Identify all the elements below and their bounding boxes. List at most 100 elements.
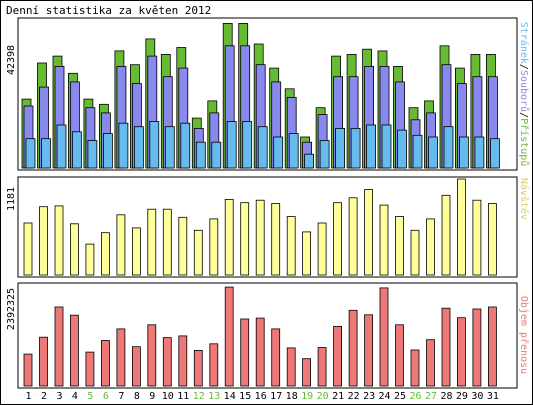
x-tick-label-1: 1 (25, 391, 31, 402)
bar-bottom-s0-day-15 (240, 318, 250, 387)
legend-label-pristupu: Přístupů (518, 118, 530, 166)
bar-bottom-s0-day-1 (23, 353, 33, 387)
bar-middle-s0-day-10 (162, 208, 172, 276)
bar-bottom-s0-day-19 (302, 358, 312, 387)
bar-bottom-s0-day-31 (487, 306, 497, 387)
bar-middle-s0-day-27 (426, 218, 435, 276)
x-tick-label-10: 10 (162, 391, 174, 402)
bar-middle-s0-day-17 (271, 203, 281, 276)
x-tick-label-31: 31 (487, 391, 499, 402)
bar-top-s2-day-24 (381, 124, 392, 169)
legend-label-objem: Objem přenosu (518, 296, 530, 374)
bar-middle-s0-day-18 (286, 216, 296, 276)
x-tick-label-2: 2 (41, 391, 47, 402)
x-tick-label-8: 8 (134, 391, 140, 402)
bar-bottom-s0-day-28 (441, 307, 451, 387)
x-tick-label-5: 5 (87, 391, 93, 402)
x-tick-label-25: 25 (394, 391, 406, 402)
bar-top-s2-day-11 (180, 122, 191, 169)
bar-top-s2-day-15 (242, 121, 253, 169)
x-tick-label-14: 14 (224, 391, 236, 402)
legend-label-stranek: Stránek (518, 22, 530, 64)
bar-middle-s0-day-19 (302, 231, 312, 276)
bar-middle-s0-day-16 (255, 199, 265, 276)
bar-top-s2-day-8 (133, 126, 144, 169)
bar-middle-s0-day-12 (193, 229, 203, 276)
bar-bottom-s0-day-25 (395, 324, 404, 387)
bar-bottom-s0-day-17 (271, 328, 281, 387)
bar-bottom-s0-day-23 (364, 314, 374, 387)
bar-bottom-s0-day-9 (147, 324, 157, 387)
bar-middle-s0-day-13 (209, 218, 219, 276)
bar-bottom-s0-day-7 (116, 328, 126, 387)
x-tick-label-15: 15 (239, 391, 251, 402)
bar-bottom-s0-day-16 (255, 317, 265, 387)
bar-top-s2-day-25 (397, 129, 407, 169)
x-tick-label-13: 13 (208, 391, 220, 402)
x-tick-label-26: 26 (409, 391, 421, 402)
legend-sep-1: / (518, 64, 529, 70)
bar-middle-s0-day-8 (131, 227, 141, 276)
x-tick-label-6: 6 (103, 391, 109, 402)
bar-top-s2-day-10 (164, 126, 175, 169)
bar-top-s2-day-13 (211, 141, 222, 169)
bar-top-s2-day-3 (56, 124, 67, 169)
x-tick-label-7: 7 (118, 391, 124, 402)
x-tick-label-28: 28 (440, 391, 452, 402)
legend-sep-2: / (518, 112, 529, 118)
bar-top-s2-day-6 (103, 133, 113, 169)
bar-bottom-s0-day-4 (70, 314, 79, 387)
x-tick-label-24: 24 (378, 391, 390, 402)
bar-top-s2-day-23 (366, 124, 377, 169)
bar-middle-s0-day-20 (317, 222, 327, 276)
legend-label-navstev: Návštěv (518, 178, 530, 220)
bar-middle-s0-day-29 (456, 178, 466, 276)
x-tick-label-27: 27 (425, 391, 437, 402)
bar-bottom-s0-day-3 (54, 306, 64, 387)
bar-middle-s0-day-26 (410, 229, 420, 276)
bar-bottom-s0-day-30 (472, 308, 482, 387)
legend-label-souboru: Souborů (518, 70, 530, 112)
bar-top-s2-day-31 (489, 138, 500, 169)
bar-top-s2-day-7 (118, 122, 129, 169)
x-tick-label-22: 22 (348, 391, 360, 402)
bar-middle-s0-day-11 (178, 216, 188, 276)
bar-middle-s0-day-23 (364, 189, 374, 276)
bar-top-s2-day-21 (335, 127, 346, 169)
ymax-label-top: 42398 (6, 45, 17, 75)
x-tick-label-20: 20 (317, 391, 329, 402)
bar-middle-s0-day-24 (379, 204, 389, 276)
bar-bottom-s0-day-27 (426, 339, 435, 387)
bar-bottom-s0-day-2 (39, 336, 48, 387)
ymax-label-bottom: 2392325 (6, 288, 17, 330)
x-tick-label-17: 17 (270, 391, 282, 402)
bar-middle-s0-day-7 (116, 214, 126, 276)
bar-middle-s0-day-5 (85, 243, 95, 276)
bar-bottom-s0-day-26 (410, 349, 420, 387)
bar-middle-s0-day-30 (472, 199, 482, 276)
bar-bottom-s0-day-6 (101, 340, 110, 387)
bar-bottom-s0-day-12 (193, 349, 203, 387)
bar-middle-s0-day-28 (441, 194, 451, 276)
bar-top-s2-day-12 (195, 141, 206, 169)
bar-middle-s0-day-4 (70, 223, 79, 276)
bar-bottom-s0-day-24 (379, 287, 389, 387)
x-tick-label-12: 12 (193, 391, 205, 402)
bar-bottom-s0-day-13 (209, 343, 219, 387)
bar-bottom-s0-day-20 (317, 347, 327, 387)
bar-middle-s0-day-3 (54, 205, 64, 276)
bar-bottom-s0-day-8 (131, 346, 141, 387)
bar-top-s2-day-30 (474, 136, 485, 169)
x-tick-label-21: 21 (332, 391, 344, 402)
x-tick-label-29: 29 (456, 391, 468, 402)
chart-marks (21, 22, 500, 387)
bar-bottom-s0-day-5 (85, 351, 95, 387)
bar-top-s2-day-1 (25, 138, 36, 169)
bar-top-s2-day-14 (226, 121, 237, 169)
bar-middle-s0-day-25 (395, 216, 404, 276)
bar-top-s2-day-17 (273, 136, 284, 169)
bar-top-s2-day-26 (412, 134, 423, 169)
bar-bottom-s0-day-10 (162, 337, 172, 387)
bar-top-s2-day-27 (428, 136, 438, 169)
